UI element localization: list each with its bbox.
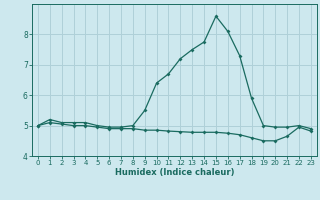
X-axis label: Humidex (Indice chaleur): Humidex (Indice chaleur)	[115, 168, 234, 177]
